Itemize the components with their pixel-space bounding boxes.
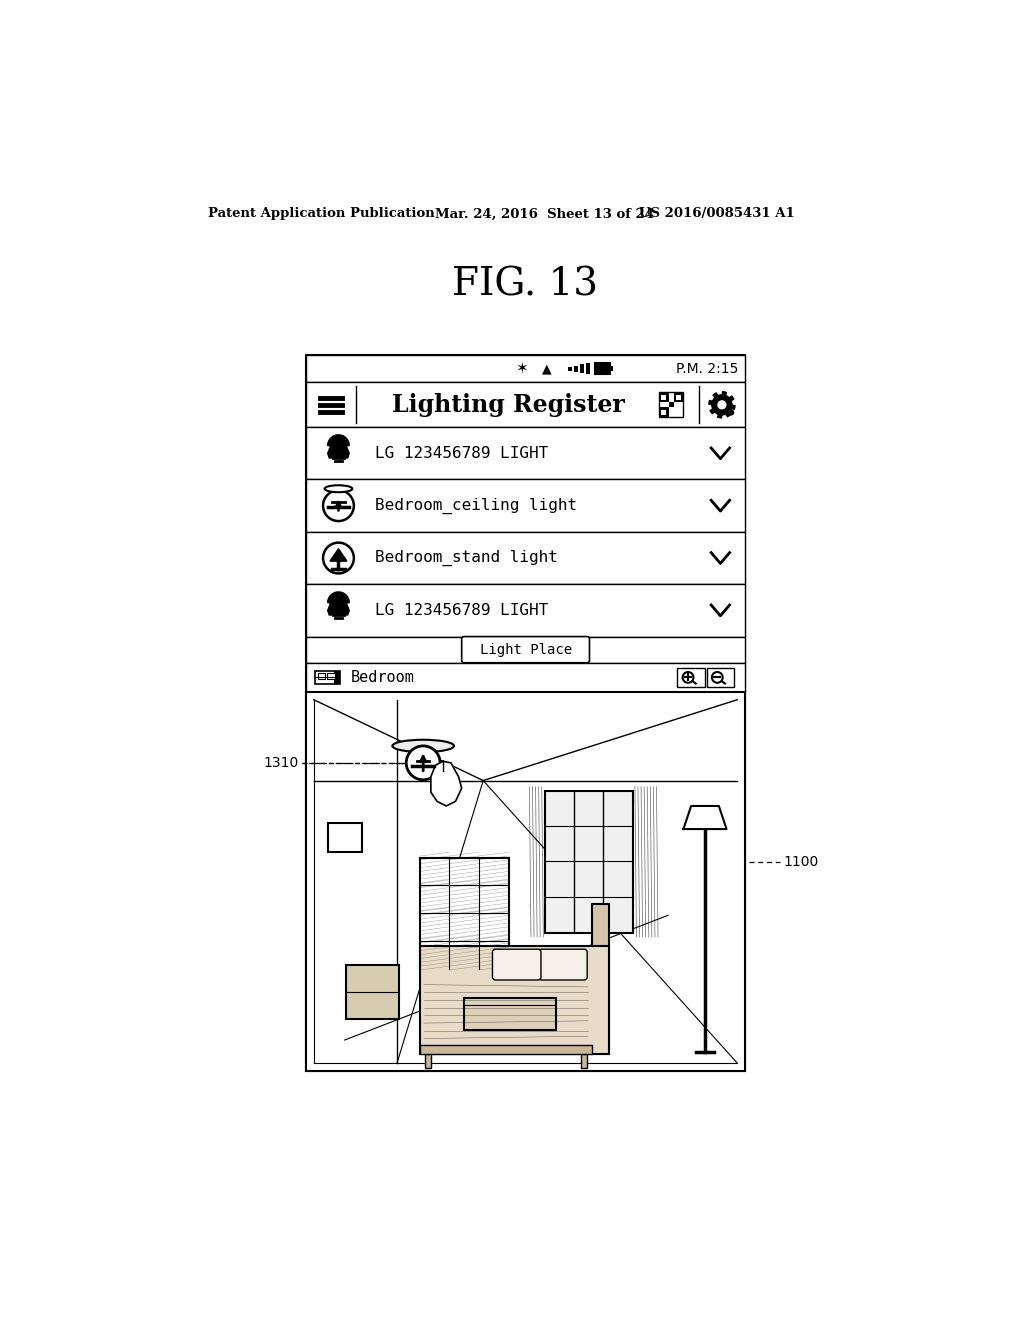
Bar — [679, 392, 683, 397]
Bar — [327, 673, 335, 678]
Bar — [306, 692, 745, 1071]
Bar — [658, 412, 664, 417]
Bar — [658, 392, 664, 397]
Bar — [669, 403, 674, 408]
Bar — [346, 965, 398, 1019]
Bar — [306, 532, 745, 585]
Circle shape — [712, 672, 723, 682]
Text: Mar. 24, 2016  Sheet 13 of 24: Mar. 24, 2016 Sheet 13 of 24 — [435, 207, 653, 220]
Polygon shape — [683, 807, 727, 829]
Bar — [664, 392, 669, 397]
FancyBboxPatch shape — [462, 636, 590, 663]
Bar — [317, 673, 326, 678]
Polygon shape — [709, 392, 735, 418]
Text: ✶: ✶ — [515, 362, 528, 376]
Bar — [581, 1053, 587, 1068]
Text: US 2016/0085431 A1: US 2016/0085431 A1 — [639, 207, 795, 220]
Bar — [420, 946, 608, 1053]
Bar — [595, 363, 610, 374]
Bar — [420, 1044, 592, 1053]
Bar — [610, 367, 613, 371]
Text: Lighting Register: Lighting Register — [392, 393, 625, 417]
Text: LG 123456789 LIGHT: LG 123456789 LIGHT — [376, 446, 549, 461]
Bar — [306, 355, 745, 1071]
Bar — [464, 998, 556, 1030]
Bar — [306, 428, 745, 479]
Bar — [306, 636, 745, 663]
Text: Bedroom: Bedroom — [351, 669, 415, 685]
Text: 1100: 1100 — [783, 855, 819, 870]
Bar — [664, 412, 669, 417]
Text: Bedroom_stand light: Bedroom_stand light — [376, 550, 558, 566]
Bar — [328, 822, 362, 853]
Bar — [306, 479, 745, 532]
Bar — [707, 668, 734, 686]
Bar — [658, 392, 683, 417]
Bar — [674, 397, 679, 403]
Bar — [664, 397, 669, 403]
Text: FIG. 13: FIG. 13 — [452, 267, 598, 304]
Bar — [592, 904, 608, 1053]
Bar — [658, 408, 664, 412]
Bar — [587, 363, 590, 374]
Bar — [581, 364, 584, 372]
FancyBboxPatch shape — [539, 949, 587, 979]
Text: LG 123456789 LIGHT: LG 123456789 LIGHT — [376, 603, 549, 618]
Bar — [545, 791, 634, 933]
Bar — [315, 671, 340, 684]
Bar — [420, 858, 509, 969]
Bar — [334, 671, 340, 684]
Polygon shape — [328, 434, 349, 458]
Text: 1310: 1310 — [263, 756, 298, 770]
Polygon shape — [328, 591, 349, 615]
Text: ▲: ▲ — [542, 362, 551, 375]
Circle shape — [323, 490, 354, 521]
FancyBboxPatch shape — [493, 949, 541, 979]
Bar — [676, 395, 681, 400]
Ellipse shape — [325, 486, 352, 492]
Bar — [306, 383, 745, 428]
Circle shape — [683, 672, 693, 682]
Bar — [662, 409, 667, 414]
Bar — [306, 585, 745, 636]
Text: Bedroom_ceiling light: Bedroom_ceiling light — [376, 498, 578, 513]
Bar — [658, 397, 664, 403]
Polygon shape — [431, 762, 462, 807]
Bar — [679, 397, 683, 403]
Circle shape — [728, 409, 734, 416]
Bar — [662, 395, 667, 400]
Bar — [677, 668, 705, 686]
Circle shape — [407, 746, 440, 780]
Text: Patent Application Publication: Patent Application Publication — [208, 207, 434, 220]
Bar — [306, 663, 745, 692]
Bar — [664, 408, 669, 412]
Polygon shape — [330, 549, 347, 561]
Bar — [306, 355, 745, 383]
Bar — [425, 1053, 431, 1068]
Circle shape — [323, 543, 354, 573]
Bar — [568, 367, 571, 371]
Text: Light Place: Light Place — [479, 643, 571, 656]
Ellipse shape — [392, 739, 454, 752]
Bar — [674, 392, 679, 397]
Text: P.M. 2:15: P.M. 2:15 — [677, 362, 739, 376]
Circle shape — [717, 400, 727, 409]
Bar — [574, 366, 578, 372]
